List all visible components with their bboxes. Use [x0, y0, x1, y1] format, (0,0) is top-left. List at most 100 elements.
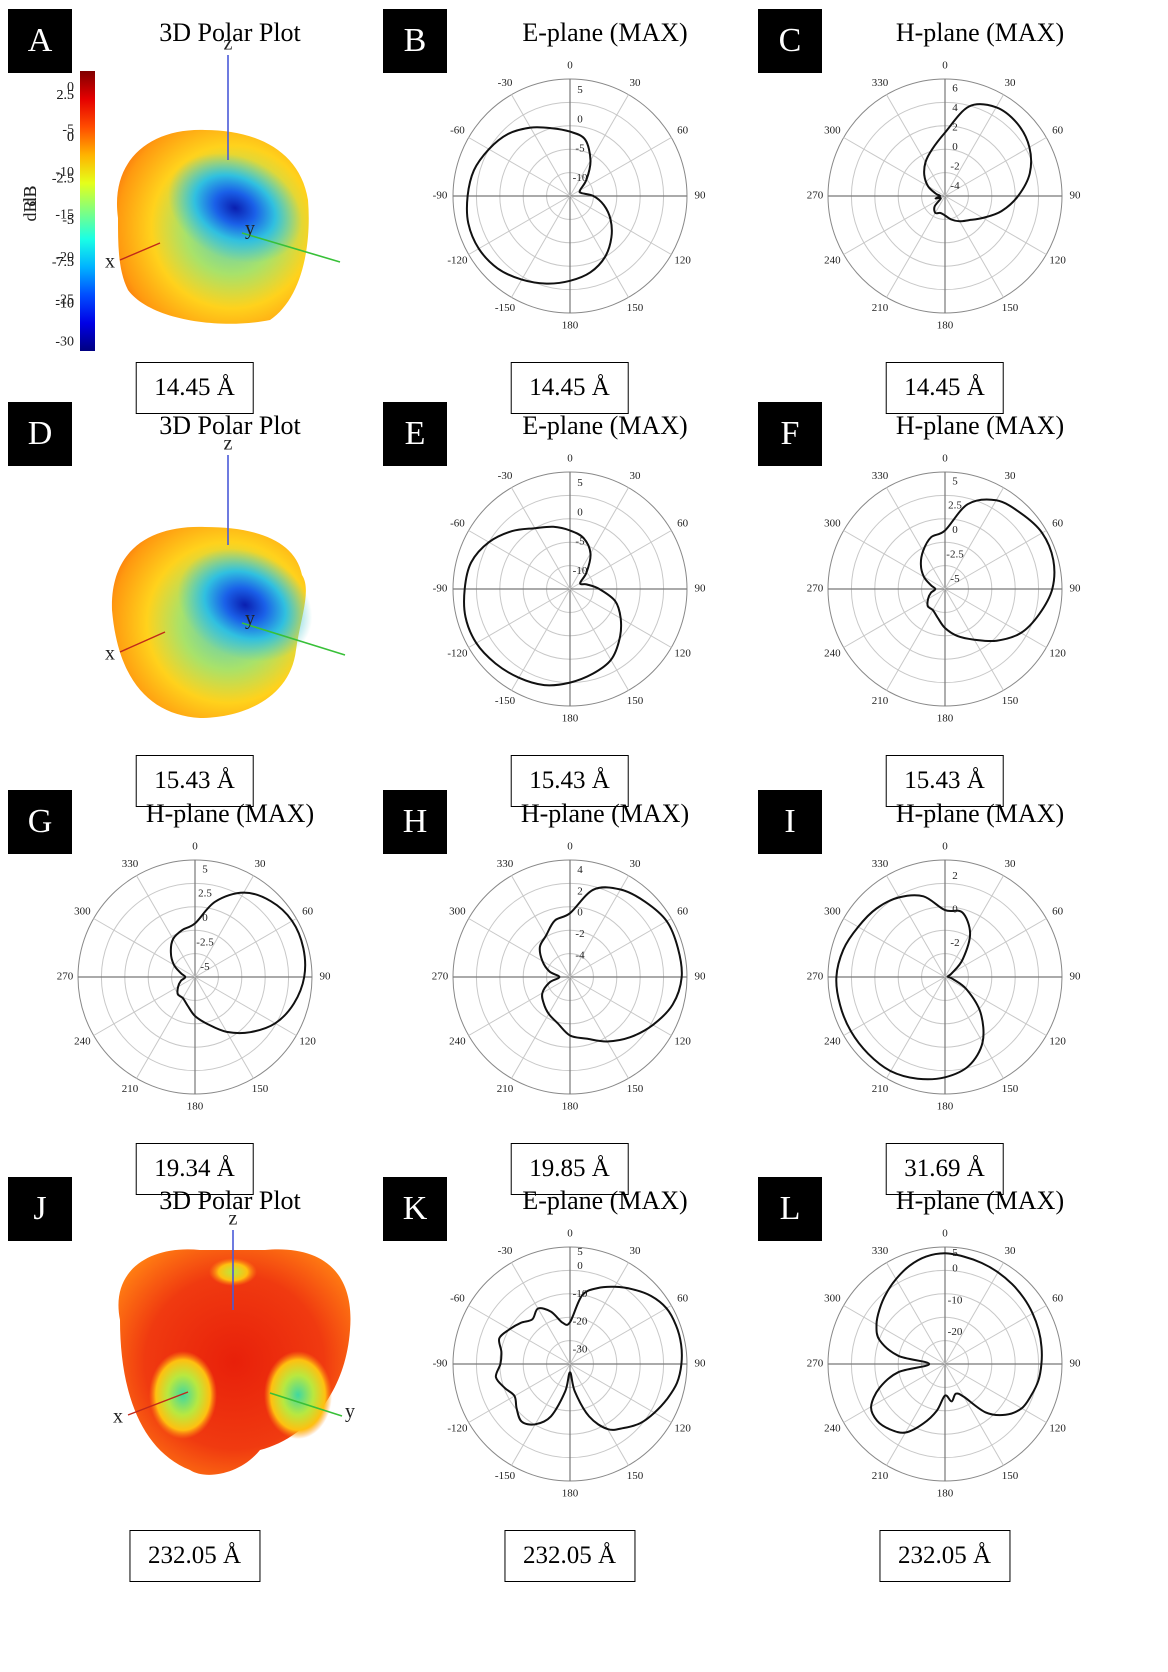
angle-tick-label: 60	[1052, 1293, 1064, 1305]
grid-spoke	[944, 588, 1047, 648]
panel-letter: K	[383, 1177, 447, 1241]
angle-tick-label: 330	[872, 77, 889, 89]
angle-tick-label: 120	[1049, 1423, 1066, 1435]
radiation-pattern-curve	[835, 894, 985, 1081]
angle-tick-label: 330	[872, 858, 889, 870]
grid-spoke	[93, 918, 196, 978]
y-axis-line	[269, 1392, 343, 1417]
grid-spoke	[843, 976, 946, 1036]
angle-tick-label: 0	[942, 60, 948, 72]
colorbar-label: dB	[20, 185, 40, 206]
grid-spoke	[569, 94, 629, 197]
angle-tick-label: 210	[872, 1083, 889, 1095]
null-region	[149, 1351, 217, 1439]
angle-tick-label: 180	[562, 1488, 579, 1500]
panel-letter: L	[758, 1177, 822, 1241]
angle-tick-label: 30	[1005, 1245, 1017, 1257]
null-region	[264, 1351, 332, 1439]
panel-title: 3D Polar Plot	[159, 18, 301, 47]
angle-tick-label: 90	[1070, 190, 1082, 202]
angle-tick-label: 30	[1005, 470, 1017, 482]
angle-tick-label: 90	[1070, 1358, 1082, 1370]
radial-tick-label: 0	[577, 1260, 583, 1272]
grid-spoke	[569, 1363, 672, 1423]
angle-tick-label: -90	[433, 1358, 448, 1370]
angle-tick-label: -60	[450, 125, 465, 137]
angle-tick-label: 60	[677, 906, 689, 918]
radiation-pattern-curve	[463, 525, 623, 687]
radiation-pattern-curve	[465, 126, 613, 285]
panel-letter: B	[383, 9, 447, 73]
angle-tick-label: 300	[824, 906, 841, 918]
grid-spoke	[511, 588, 571, 691]
wavelength-caption: 31.69 Å	[885, 1143, 1004, 1195]
radial-tick-label: 0	[952, 904, 958, 916]
grid-spoke	[468, 588, 571, 648]
grid-spoke	[569, 137, 672, 197]
angle-tick-label: 0	[192, 841, 198, 853]
radial-tick-label: 0	[577, 113, 583, 125]
grid-spoke	[468, 530, 571, 590]
panel-j: J 3D Polar Plot 0 -5 -10 -15 -20 -25 -30 dB z x y 232…	[0, 71, 389, 1586]
colorbar-tick-label: 2.5	[57, 88, 75, 103]
radial-tick-label: 5	[577, 1246, 583, 1258]
panel-title: 3D Polar Plot	[159, 1186, 301, 1215]
angle-tick-label: 150	[1002, 695, 1019, 707]
angle-tick-label: 120	[674, 1036, 691, 1048]
radial-tick-label: 2	[952, 121, 958, 133]
grid-spoke	[843, 1305, 946, 1365]
radiation-pattern-curve	[494, 1285, 683, 1431]
radial-tick-label: -2.5	[196, 936, 214, 948]
angle-tick-label: -120	[447, 255, 468, 267]
radial-tick-label: -2	[950, 160, 959, 172]
angle-tick-label: 150	[627, 1470, 644, 1482]
grid-spoke	[569, 1305, 672, 1365]
panel-title: H-plane (MAX)	[895, 799, 1065, 828]
angle-tick-label: 300	[449, 906, 466, 918]
angle-tick-label: -150	[495, 1470, 516, 1482]
angle-tick-label: 210	[872, 302, 889, 314]
angle-tick-label: 90	[695, 583, 707, 595]
angle-tick-label: 330	[872, 1245, 889, 1257]
angle-tick-label: 30	[630, 1245, 642, 1257]
grid-spoke	[468, 1363, 571, 1423]
angle-tick-label: 240	[824, 255, 841, 267]
radial-tick-label: 2	[952, 870, 958, 882]
wavelength-caption: 232.05 Å	[503, 1530, 636, 1582]
panel-letter: H	[383, 790, 447, 854]
grid-spoke	[511, 487, 571, 590]
colorbar-tick-label: -2.5	[52, 172, 74, 187]
panel-b: B E-plane (MAX) 0 30 60 90 120 150 180 -150 -120 -9…	[375, 0, 764, 418]
panel-title: H-plane (MAX)	[895, 411, 1065, 440]
radial-tick-label: 2	[577, 885, 583, 897]
wavelength-caption: 19.34 Å	[135, 1143, 254, 1195]
grid-spoke	[194, 976, 254, 1079]
colorbar	[80, 71, 95, 351]
radial-tick-label: -2	[950, 937, 959, 949]
angle-tick-label: 180	[937, 320, 954, 332]
radial-tick-label: 6	[952, 82, 958, 94]
panel-title: E-plane (MAX)	[522, 1186, 688, 1215]
angle-tick-label: 330	[122, 858, 139, 870]
polar-chart: 0 30 60 90 120 150 180 210 240 270 300 330 4 2 0 -2 -4	[432, 841, 706, 1113]
angle-tick-label: 60	[1052, 906, 1064, 918]
grid-spoke	[886, 875, 946, 978]
angle-tick-label: -150	[495, 695, 516, 707]
colorbar-tick-label: -7.5	[52, 255, 74, 270]
radiation-pattern-curve	[169, 891, 307, 1035]
grid-spoke	[843, 1363, 946, 1423]
null-region	[177, 548, 313, 662]
grid-spoke	[569, 530, 672, 590]
radial-tick-label: -5	[575, 536, 585, 548]
x-axis-label: x	[105, 643, 115, 665]
angle-tick-label: 270	[57, 971, 74, 983]
angle-tick-label: 180	[562, 713, 579, 725]
angle-tick-label: 120	[1049, 255, 1066, 267]
radial-tick-label: -5	[950, 573, 960, 585]
panel-c: C H-plane (MAX) 0 30 60 90 120 150 180 210 240 270 3…	[750, 0, 1139, 418]
grid-spoke	[569, 875, 629, 978]
panel-title: E-plane (MAX)	[522, 411, 688, 440]
radiation-pattern-curve	[870, 1252, 1043, 1434]
radial-tick-label: 0	[952, 1263, 958, 1275]
grid-spoke	[569, 1262, 629, 1365]
